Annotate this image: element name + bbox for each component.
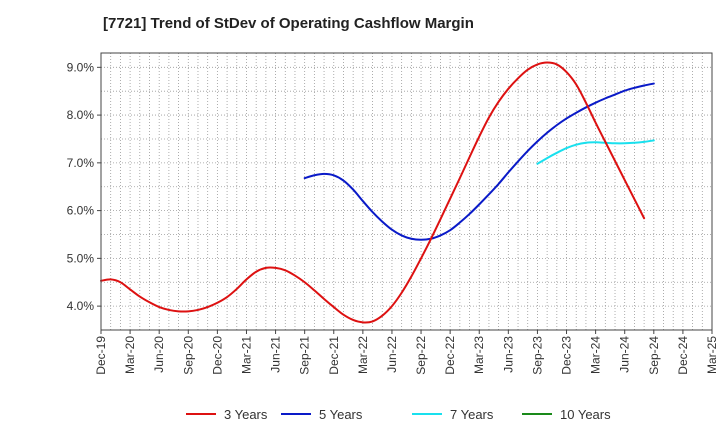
x-tick-label: Mar-22: [356, 336, 370, 374]
legend-label-5-years: 5 Years: [319, 407, 363, 422]
legend-label-7-years: 7 Years: [450, 407, 494, 422]
x-tick-label: Dec-21: [327, 336, 341, 375]
x-tick-label: Sep-22: [414, 336, 428, 375]
x-tick-label: Dec-20: [210, 336, 224, 375]
x-tick-label: Dec-24: [676, 336, 690, 375]
x-tick-label: Sep-21: [298, 336, 312, 375]
x-tick-label: Dec-23: [560, 336, 574, 375]
x-tick-label: Mar-25: [705, 336, 719, 374]
x-tick-label: Mar-23: [472, 336, 486, 374]
x-tick-label: Dec-19: [94, 336, 108, 375]
plot-border: [100, 52, 713, 331]
series-line-3-years: [100, 61, 646, 324]
x-tick-label: Mar-21: [239, 336, 253, 374]
x-tick-label: Mar-24: [589, 336, 603, 374]
y-tick-label: 7.0%: [67, 156, 95, 170]
y-axis-ticks: 4.0% 5.0% 6.0% 7.0% 8.0% 9.0%: [67, 60, 101, 313]
x-tick-label: Sep-20: [181, 336, 195, 375]
legend: 3 Years 5 Years 7 Years 10 Years: [186, 407, 611, 422]
y-tick-label: 8.0%: [67, 108, 95, 122]
series-line-7-years: [536, 139, 655, 165]
x-tick-label: Jun-22: [385, 336, 399, 373]
x-axis-ticks: Dec-19 Mar-20 Jun-20 Sep-20 Dec-20 Mar-21 Jun-…: [94, 330, 719, 375]
x-tick-label: Jun-21: [269, 336, 283, 373]
plot-area: [101, 53, 712, 330]
legend-label-10-years: 10 Years: [560, 407, 611, 422]
x-tick-label: Jun-24: [618, 336, 632, 373]
x-tick-label: Mar-20: [123, 336, 137, 374]
x-tick-label: Sep-24: [647, 336, 661, 375]
y-tick-label: 5.0%: [67, 251, 95, 265]
y-tick-label: 4.0%: [67, 299, 95, 313]
series-lines: [100, 61, 655, 324]
y-tick-label: 6.0%: [67, 204, 95, 218]
x-tick-label: Sep-23: [530, 336, 544, 375]
series-line-5-years: [303, 82, 655, 241]
chart-title: [7721] Trend of StDev of Operating Cashf…: [103, 15, 474, 32]
x-tick-label: Dec-22: [443, 336, 457, 375]
legend-label-3-years: 3 Years: [224, 407, 268, 422]
y-tick-label: 9.0%: [67, 60, 95, 74]
x-tick-label: Jun-23: [501, 336, 515, 373]
x-tick-label: Jun-20: [152, 336, 166, 373]
